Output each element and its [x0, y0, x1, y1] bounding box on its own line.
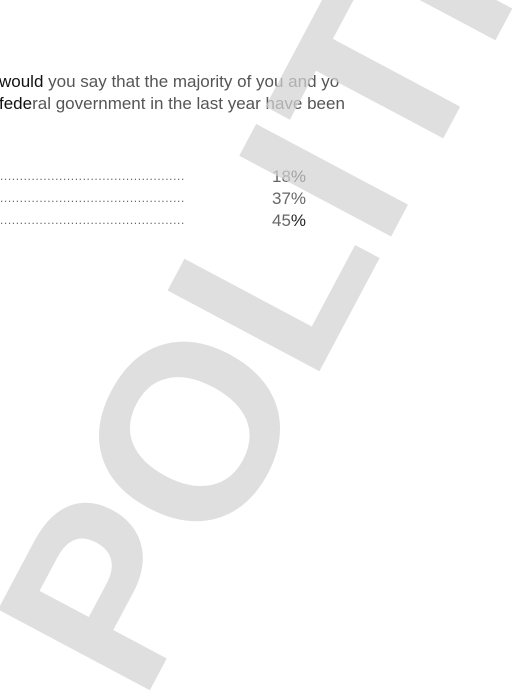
answer-row: ........................................… — [0, 210, 400, 232]
question-line-1-text: you say that the majority of you and yo — [43, 72, 339, 91]
dot-leader: ........................................… — [0, 169, 228, 183]
percentage-value: 37% — [272, 189, 306, 208]
question-line-1: would you say that the majority of you a… — [0, 71, 524, 93]
question-line-2-start: fede — [0, 94, 32, 113]
percentage-sign: % — [291, 167, 306, 186]
percentage-value: 18 — [272, 167, 291, 186]
answer-percentage: 18% — [272, 166, 306, 188]
answer-row: ........................................… — [0, 188, 400, 210]
percentage-sign: % — [291, 211, 306, 230]
percentage-value: 45 — [272, 211, 291, 230]
dot-leader: ........................................… — [0, 191, 228, 205]
answer-percentage: 45% — [272, 210, 306, 232]
answer-row: ........................................… — [0, 166, 400, 188]
survey-question: would you say that the majority of you a… — [0, 71, 524, 115]
question-emphasis-word: would — [0, 72, 43, 91]
answer-list: ........................................… — [0, 166, 400, 232]
answer-percentage: 37% — [272, 188, 306, 210]
question-line-2: federal government in the last year have… — [0, 93, 524, 115]
question-line-2-text: ral government in the last year have bee… — [32, 94, 345, 113]
dot-leader: ........................................… — [0, 213, 228, 227]
